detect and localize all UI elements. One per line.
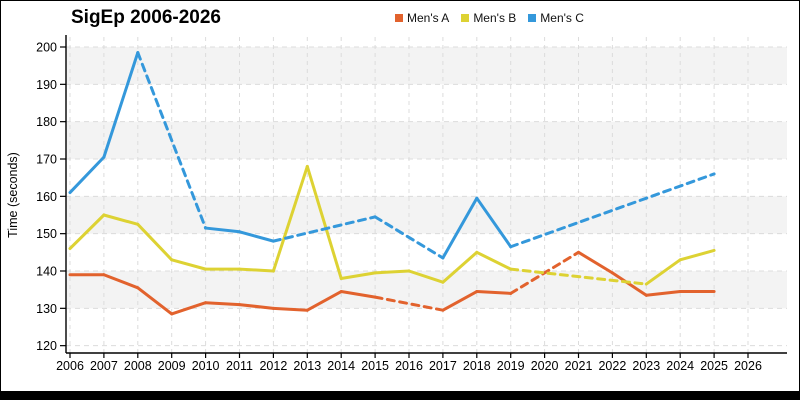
svg-text:2011: 2011 bbox=[226, 359, 253, 373]
svg-text:2014: 2014 bbox=[327, 359, 355, 373]
svg-text:2010: 2010 bbox=[192, 359, 220, 373]
svg-text:2018: 2018 bbox=[463, 359, 491, 373]
svg-text:200: 200 bbox=[36, 41, 57, 55]
legend-item-mens-c: Men's C bbox=[528, 11, 584, 25]
svg-text:2024: 2024 bbox=[666, 359, 694, 373]
svg-text:2020: 2020 bbox=[531, 359, 559, 373]
bottom-bar bbox=[1, 391, 799, 399]
legend-label-mens-a: Men's A bbox=[407, 11, 450, 25]
svg-text:2026: 2026 bbox=[734, 359, 762, 373]
svg-text:190: 190 bbox=[36, 78, 57, 92]
legend-item-mens-a: Men's A bbox=[395, 11, 449, 25]
svg-text:180: 180 bbox=[36, 115, 57, 129]
svg-text:2016: 2016 bbox=[395, 359, 423, 373]
svg-text:2009: 2009 bbox=[158, 359, 186, 373]
legend-marker-mens-c-icon bbox=[528, 14, 537, 22]
svg-text:2022: 2022 bbox=[598, 359, 626, 373]
legend-item-mens-b: Men's B bbox=[461, 11, 516, 25]
svg-text:2015: 2015 bbox=[361, 359, 389, 373]
svg-text:2013: 2013 bbox=[293, 359, 321, 373]
svg-text:2007: 2007 bbox=[90, 359, 118, 373]
svg-text:2006: 2006 bbox=[56, 359, 84, 373]
legend: Men's A Men's B Men's C bbox=[395, 11, 584, 25]
legend-marker-mens-b-icon bbox=[461, 14, 470, 22]
svg-text:120: 120 bbox=[36, 339, 57, 353]
legend-marker-mens-a-icon bbox=[395, 14, 403, 22]
svg-text:2019: 2019 bbox=[497, 359, 525, 373]
y-axis-label: Time (seconds) bbox=[6, 152, 20, 238]
svg-text:2023: 2023 bbox=[632, 359, 660, 373]
legend-label-mens-b: Men's B bbox=[473, 11, 517, 25]
svg-text:2025: 2025 bbox=[700, 359, 728, 373]
plot-area: 120 130 140 150 160 170 180 190 200 2006 2007 2008 2… bbox=[6, 35, 787, 373]
chart-title: SigEp 2006-2026 bbox=[71, 7, 221, 28]
svg-text:150: 150 bbox=[36, 227, 57, 241]
svg-text:160: 160 bbox=[36, 190, 57, 204]
svg-text:2012: 2012 bbox=[259, 359, 287, 373]
svg-text:2021: 2021 bbox=[565, 359, 593, 373]
svg-text:2017: 2017 bbox=[429, 359, 457, 373]
svg-text:130: 130 bbox=[36, 302, 57, 316]
svg-text:170: 170 bbox=[36, 152, 57, 166]
svg-text:2008: 2008 bbox=[124, 359, 152, 373]
svg-text:140: 140 bbox=[36, 264, 57, 278]
legend-label-mens-c: Men's C bbox=[540, 11, 584, 25]
